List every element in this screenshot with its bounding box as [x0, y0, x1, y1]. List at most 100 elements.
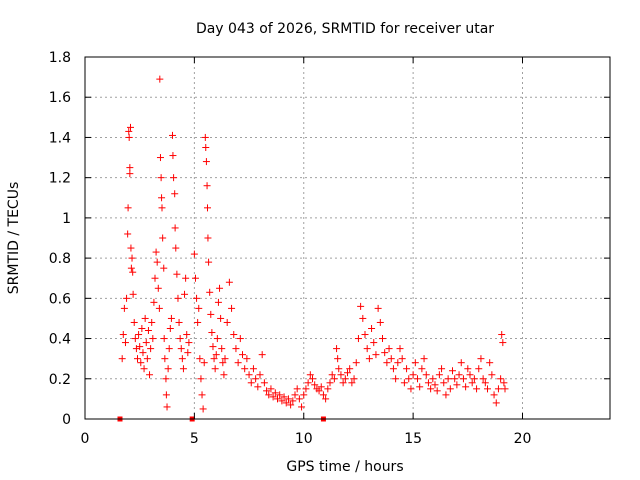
data-point — [398, 355, 406, 363]
data-point — [334, 355, 342, 363]
data-point — [284, 395, 292, 403]
data-point — [361, 331, 369, 339]
x-tick-label: 10 — [295, 431, 313, 447]
data-point — [304, 379, 312, 387]
data-point — [346, 365, 354, 373]
data-point — [479, 375, 487, 383]
data-point — [150, 298, 158, 306]
data-point — [173, 270, 181, 278]
data-point — [444, 375, 452, 383]
data-point — [220, 371, 228, 379]
data-point — [280, 393, 288, 401]
data-point — [263, 387, 271, 395]
data-point — [291, 391, 299, 399]
data-point — [500, 379, 508, 387]
data-point — [241, 365, 249, 373]
data-point — [119, 331, 127, 339]
data-point — [156, 154, 164, 162]
data-point — [468, 379, 476, 387]
data-point — [407, 385, 415, 393]
data-point — [120, 304, 128, 312]
data-point — [205, 258, 213, 266]
data-point — [354, 335, 362, 343]
data-point — [274, 395, 281, 403]
data-point — [143, 355, 151, 363]
data-point — [497, 375, 505, 383]
data-point — [191, 274, 199, 282]
data-point — [457, 359, 465, 367]
data-point — [295, 395, 303, 403]
data-point — [123, 294, 131, 302]
data-point — [374, 304, 382, 312]
data-point — [486, 359, 494, 367]
data-point — [368, 325, 376, 332]
data-point — [174, 294, 182, 302]
data-point — [442, 391, 450, 399]
x-axis-label: GPS time / hours — [286, 459, 403, 475]
data-point — [212, 351, 220, 359]
data-point — [490, 391, 498, 399]
data-point — [158, 194, 166, 202]
y-tick-label: 0.4 — [49, 332, 71, 348]
data-point — [245, 371, 253, 379]
data-point — [300, 391, 308, 399]
data-point — [359, 314, 367, 322]
data-point — [195, 304, 203, 312]
data-point — [196, 355, 204, 363]
data-point — [418, 365, 426, 373]
data-point — [400, 379, 408, 387]
data-point — [481, 379, 489, 387]
data-point — [211, 365, 219, 373]
data-point — [156, 75, 164, 83]
data-point — [158, 204, 166, 212]
data-point — [126, 170, 134, 178]
data-point — [501, 385, 509, 393]
data-point — [225, 278, 233, 286]
grid-layer — [85, 57, 610, 419]
data-point — [276, 391, 284, 399]
data-point — [293, 385, 301, 393]
data-point — [200, 359, 208, 367]
data-point — [232, 345, 240, 353]
data-point — [194, 318, 202, 326]
data-point — [162, 391, 170, 399]
data-point — [163, 403, 171, 411]
data-point — [204, 204, 211, 212]
data-point — [169, 131, 176, 139]
data-point — [282, 399, 290, 407]
data-point — [477, 355, 485, 363]
data-point — [206, 288, 214, 296]
plot-frame — [84, 56, 611, 420]
data-point — [204, 234, 212, 242]
data-point — [228, 304, 236, 312]
data-point — [370, 339, 378, 347]
data-point — [176, 335, 184, 343]
data-point — [210, 355, 218, 363]
data-point — [144, 327, 152, 335]
data-point — [202, 144, 210, 151]
data-point — [322, 395, 330, 403]
data-point — [492, 399, 500, 407]
data-point — [136, 343, 144, 351]
data-point — [451, 375, 459, 383]
data-point — [214, 298, 222, 306]
data-point — [311, 381, 319, 389]
data-point — [197, 375, 205, 383]
axis-ticks-layer — [84, 56, 610, 420]
data-point — [339, 379, 347, 387]
data-point — [403, 365, 411, 373]
data-point — [350, 375, 358, 383]
data-point — [433, 387, 441, 395]
data-point — [455, 371, 463, 379]
data-point — [166, 325, 174, 332]
data-point — [130, 318, 138, 326]
data-point — [372, 351, 380, 359]
data-point — [127, 264, 135, 272]
x-tick-label: 20 — [514, 431, 532, 447]
data-point — [129, 290, 137, 298]
y-tick-label: 0 — [62, 412, 71, 428]
data-point — [365, 355, 373, 363]
data-point — [287, 401, 295, 409]
data-point — [165, 345, 173, 353]
